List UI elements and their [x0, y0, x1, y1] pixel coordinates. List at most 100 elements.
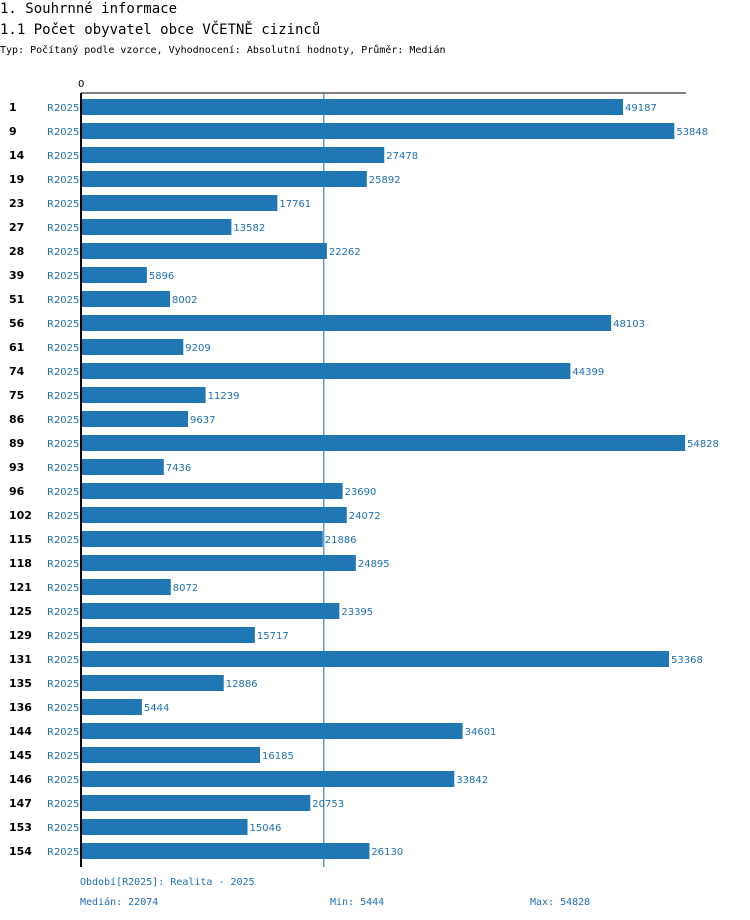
bar-chart: 0 1 R2025 49187 9 R2025 53848 14 R2025 27478 19 R20…	[9, 79, 719, 867]
period-link[interactable]: R2025	[47, 823, 79, 834]
period-link[interactable]: R2025	[47, 151, 79, 162]
bar	[82, 363, 571, 379]
period-link[interactable]: R2025	[47, 631, 79, 642]
row-id-label: 135	[9, 677, 32, 690]
period-link[interactable]: R2025	[47, 175, 79, 186]
bar	[82, 195, 278, 211]
row-id-label: 74	[9, 365, 25, 378]
period-link[interactable]: R2025	[47, 727, 79, 738]
row-id-label: 129	[9, 629, 32, 642]
period-link[interactable]: R2025	[47, 511, 79, 522]
period-link[interactable]: R2025	[47, 847, 79, 858]
bar	[82, 459, 164, 475]
bar	[82, 819, 248, 835]
bar-value-label: 20753	[312, 799, 344, 810]
period-link[interactable]: R2025	[47, 247, 79, 258]
row-id-label: 136	[9, 701, 32, 714]
bar	[82, 315, 612, 331]
period-link[interactable]: R2025	[47, 391, 79, 402]
period-link[interactable]: R2025	[47, 343, 79, 354]
bar	[82, 555, 356, 571]
row-id-label: 1	[9, 101, 17, 114]
row-id-label: 75	[9, 389, 24, 402]
period-link[interactable]: R2025	[47, 439, 79, 450]
row-id-label: 14	[9, 149, 25, 162]
bar-value-label: 5896	[149, 271, 174, 282]
period-link[interactable]: R2025	[47, 703, 79, 714]
bar	[82, 171, 367, 187]
row-id-label: 61	[9, 341, 24, 354]
chart-title: 1.1 Počet obyvatel obce VČETNĚ cizinců	[0, 22, 321, 38]
row-id-label: 125	[9, 605, 32, 618]
bar-value-label: 16185	[262, 751, 294, 762]
period-link[interactable]: R2025	[47, 775, 79, 786]
period-link[interactable]: R2025	[47, 367, 79, 378]
row-id-label: 39	[9, 269, 24, 282]
bar	[82, 99, 624, 115]
period-link[interactable]: R2025	[47, 463, 79, 474]
period-link[interactable]: R2025	[47, 679, 79, 690]
bar	[82, 243, 327, 259]
bar-value-label: 44399	[572, 367, 604, 378]
bar	[82, 675, 224, 691]
bar-value-label: 53848	[676, 127, 708, 138]
section-title: 1. Souhrnné informace	[0, 1, 178, 17]
period-link[interactable]: R2025	[47, 487, 79, 498]
bar	[82, 723, 463, 739]
bar	[82, 747, 261, 763]
bar-value-label: 23690	[345, 487, 377, 498]
period-link[interactable]: R2025	[47, 583, 79, 594]
row-id-label: 144	[9, 725, 32, 738]
row-id-label: 89	[9, 437, 24, 450]
bar-value-label: 5444	[144, 703, 169, 714]
bar-value-label: 34601	[465, 727, 497, 738]
bar-value-label: 9209	[185, 343, 210, 354]
row-id-label: 19	[9, 173, 24, 186]
period-legend: Období[R2025]: Realita - 2025	[80, 877, 255, 888]
period-link[interactable]: R2025	[47, 535, 79, 546]
period-link[interactable]: R2025	[47, 559, 79, 570]
period-link[interactable]: R2025	[47, 127, 79, 138]
period-link[interactable]: R2025	[47, 319, 79, 330]
bar	[82, 483, 343, 499]
bar-value-label: 15717	[257, 631, 289, 642]
row-id-label: 102	[9, 509, 32, 522]
row-id-label: 56	[9, 317, 25, 330]
bar	[82, 507, 347, 523]
row-id-label: 23	[9, 197, 24, 210]
period-link[interactable]: R2025	[47, 103, 79, 114]
period-link[interactable]: R2025	[47, 799, 79, 810]
bar	[82, 123, 675, 139]
bar-value-label: 17761	[279, 199, 311, 210]
bar-value-label: 8002	[172, 295, 197, 306]
bar-value-label: 49187	[625, 103, 657, 114]
bar-value-label: 53368	[671, 655, 703, 666]
row-id-label: 145	[9, 749, 32, 762]
period-link[interactable]: R2025	[47, 655, 79, 666]
bar-value-label: 48103	[613, 319, 645, 330]
period-link[interactable]: R2025	[47, 199, 79, 210]
bar-value-label: 23395	[341, 607, 373, 618]
period-link[interactable]: R2025	[47, 415, 79, 426]
period-link[interactable]: R2025	[47, 271, 79, 282]
bar	[82, 267, 147, 283]
row-id-label: 146	[9, 773, 32, 786]
bar-value-label: 27478	[386, 151, 418, 162]
row-id-label: 131	[9, 653, 32, 666]
bar	[82, 843, 370, 859]
bar-value-label: 25892	[369, 175, 401, 186]
period-link[interactable]: R2025	[47, 295, 79, 306]
period-link[interactable]: R2025	[47, 223, 79, 234]
row-id-label: 153	[9, 821, 32, 834]
bar-value-label: 24072	[349, 511, 381, 522]
bar	[82, 627, 255, 643]
bar	[82, 771, 455, 787]
row-id-label: 86	[9, 413, 25, 426]
bar-value-label: 7436	[166, 463, 191, 474]
row-id-label: 93	[9, 461, 24, 474]
period-link[interactable]: R2025	[47, 751, 79, 762]
bar	[82, 291, 171, 307]
bar-value-label: 24895	[358, 559, 390, 570]
max-stat: Max: 54828	[530, 897, 591, 908]
period-link[interactable]: R2025	[47, 607, 79, 618]
